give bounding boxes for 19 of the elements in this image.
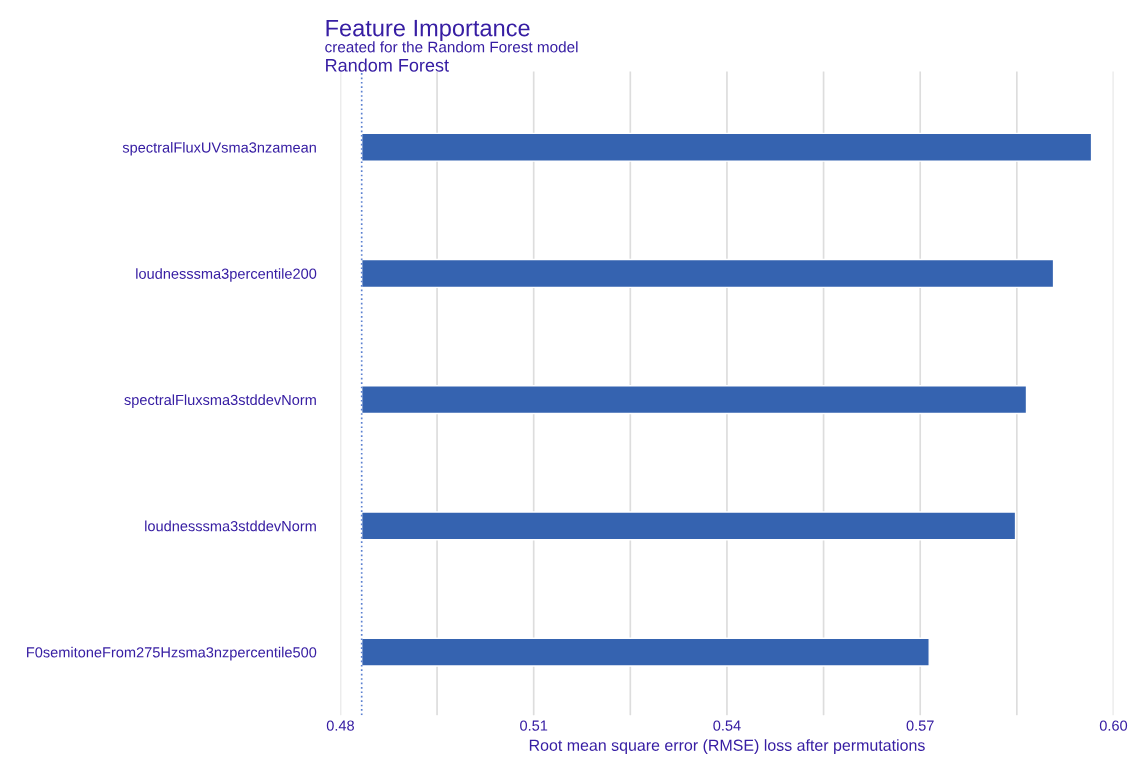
x-axis-title: Root mean square error (RMSE) loss after permutations [529, 739, 925, 755]
y-tick-label: loudnesssma3percentile200 [136, 268, 317, 282]
y-tick-label: spectralFluxUVsma3nzamean [122, 141, 316, 156]
bar [360, 511, 1017, 541]
x-tick-label: 0.54 [713, 720, 741, 731]
bar [360, 132, 1093, 162]
x-tick-label: 0.51 [520, 720, 548, 731]
y-tick-label: loudnesssma3stddevNorm [145, 520, 316, 532]
x-tick-label: 0.60 [1099, 720, 1128, 731]
y-tick-label: spectralFluxsma3stddevNorm [124, 394, 316, 408]
y-tick-label: F0semitoneFrom275Hzsma3nzpercentile500 [27, 646, 317, 661]
bar [360, 637, 930, 667]
bar [360, 385, 1028, 415]
bar [360, 258, 1055, 289]
annotation: Random Forest [326, 58, 449, 72]
chart-title: Feature Importance [326, 19, 530, 42]
x-tick-label: 0.48 [326, 720, 354, 731]
x-tick-label: 0.57 [906, 720, 934, 731]
chart-subtitle: created for the Random Forest model [325, 41, 578, 53]
